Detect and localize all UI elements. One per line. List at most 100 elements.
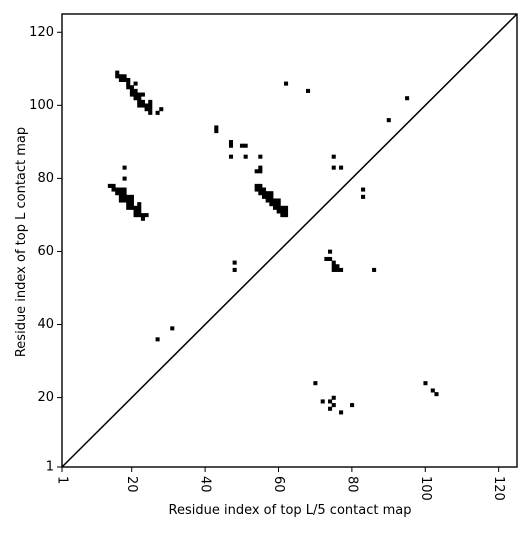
contact-point <box>430 388 435 393</box>
contact-point <box>144 103 149 108</box>
contact-point <box>137 202 142 207</box>
contact-points <box>107 70 439 415</box>
contact-point <box>137 213 142 218</box>
contact-point <box>254 187 259 192</box>
contact-point <box>126 77 131 82</box>
contact-point <box>122 191 127 196</box>
y-tick-label: 20 <box>37 390 54 405</box>
contact-point <box>280 205 285 210</box>
contact-point <box>331 165 336 170</box>
contact-point <box>115 74 120 79</box>
contact-point <box>228 140 234 145</box>
contact-point <box>331 403 336 408</box>
y-tick-label: 120 <box>29 25 54 40</box>
contact-point <box>280 213 285 218</box>
contact-point <box>335 267 340 272</box>
contact-point <box>361 187 366 192</box>
contact-point <box>434 392 439 397</box>
contact-point <box>129 198 134 203</box>
contact-point <box>133 88 138 93</box>
x-tick-label: 1 <box>55 476 70 484</box>
contact-point <box>133 81 138 86</box>
contact-point <box>272 202 278 207</box>
contact-point <box>137 96 142 101</box>
contact-point <box>306 88 311 93</box>
contact-point <box>283 205 289 210</box>
x-tick-label: 40 <box>198 476 213 493</box>
contact-point <box>324 256 329 261</box>
contact-point <box>148 110 153 115</box>
x-axis-label: Residue index of top L/5 contact map <box>169 503 412 518</box>
x-axis-ticks: 1 20 40 60 80 100 120 <box>55 467 506 501</box>
contact-point <box>133 209 138 214</box>
contact-point <box>339 165 344 170</box>
contact-point <box>243 143 248 148</box>
contact-point <box>339 410 344 415</box>
contact-point <box>118 74 123 79</box>
contact-point <box>328 249 333 254</box>
contact-point <box>269 194 274 199</box>
contact-point <box>133 96 138 101</box>
contact-point <box>232 267 237 272</box>
contact-point <box>331 264 336 269</box>
contact-point <box>331 267 336 272</box>
y-axis-label: Residue index of top L contact map <box>14 127 29 357</box>
contact-point <box>261 187 267 192</box>
x-tick-label: 60 <box>271 476 286 493</box>
contact-point <box>126 198 131 203</box>
contact-point <box>137 209 142 214</box>
y-tick-label: 100 <box>29 98 54 113</box>
contact-point <box>276 198 281 203</box>
contact-point <box>283 209 289 214</box>
contact-point <box>269 202 274 207</box>
contact-point <box>269 191 274 196</box>
contact-point <box>214 129 219 134</box>
contact-point <box>320 399 325 404</box>
contact-point <box>372 267 377 272</box>
plot-frame <box>61 13 518 468</box>
contact-point <box>265 198 270 203</box>
contact-point <box>137 92 142 97</box>
contact-point <box>261 191 267 196</box>
contact-point <box>140 99 145 104</box>
contact-point <box>239 143 245 148</box>
contact-point <box>258 169 263 174</box>
y-tick-label: 80 <box>37 171 54 186</box>
contact-point <box>126 194 131 199</box>
contact-point <box>272 198 278 203</box>
contact-point <box>258 187 263 192</box>
y-tick-label: 40 <box>37 317 54 332</box>
contact-point <box>280 209 285 214</box>
contact-point <box>269 198 274 203</box>
contact-point <box>126 81 131 86</box>
contact-point <box>129 85 134 90</box>
contact-point <box>283 81 289 86</box>
contact-point <box>122 194 127 199</box>
y-tick-label: 60 <box>37 244 54 259</box>
contact-point <box>118 187 123 192</box>
contact-point <box>144 213 149 218</box>
contact-point <box>328 406 333 411</box>
contact-point <box>140 92 145 97</box>
contact-point <box>118 194 123 199</box>
contact-point <box>148 103 153 108</box>
contact-point <box>361 194 366 199</box>
contact-point <box>129 202 134 207</box>
contact-point <box>129 88 134 93</box>
x-tick-label: 120 <box>491 476 506 501</box>
contact-point <box>137 99 142 104</box>
contact-point <box>111 183 116 188</box>
contact-point <box>258 191 263 196</box>
contact-point <box>118 191 123 196</box>
contact-point <box>111 187 116 192</box>
contact-point <box>122 198 127 203</box>
x-tick-label: 80 <box>344 476 359 493</box>
contact-point <box>118 77 123 82</box>
contact-point <box>214 125 219 130</box>
contact-point <box>129 92 134 97</box>
contact-point <box>133 213 138 218</box>
contact-point <box>122 187 127 192</box>
contact-point <box>155 110 160 115</box>
